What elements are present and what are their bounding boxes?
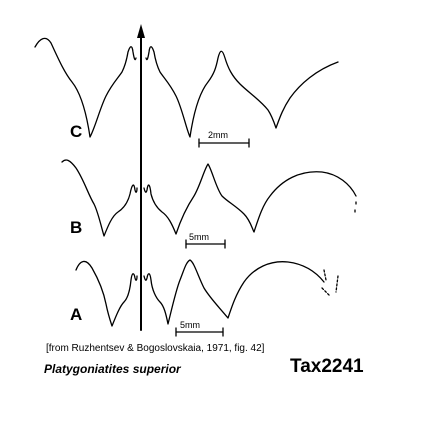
scale-label-b: 5mm	[189, 232, 209, 242]
scale-label-c: 2mm	[208, 130, 228, 140]
specimen-code: Tax2241	[290, 356, 364, 377]
suture-line-c	[34, 37, 339, 138]
suture-b-broken-end	[354, 201, 357, 215]
panel-label-c: C	[70, 122, 83, 141]
scale-bar-a	[175, 327, 224, 337]
suture-line-a	[75, 259, 325, 327]
scale-bar-c	[198, 138, 250, 148]
scale-label-a: 5mm	[180, 320, 200, 330]
scale-bar-b	[185, 239, 226, 249]
axis-arrow-icon	[137, 24, 145, 38]
suture-a-broken-end	[321, 269, 339, 297]
source-caption: [from Ruzhentsev & Bogoslovskaia, 1971, …	[46, 343, 265, 354]
panel-label-a: A	[70, 305, 83, 324]
panel-label-b: B	[70, 218, 83, 237]
species-name: Platygoniatites superior	[44, 362, 181, 376]
suture-line-b	[61, 159, 357, 237]
